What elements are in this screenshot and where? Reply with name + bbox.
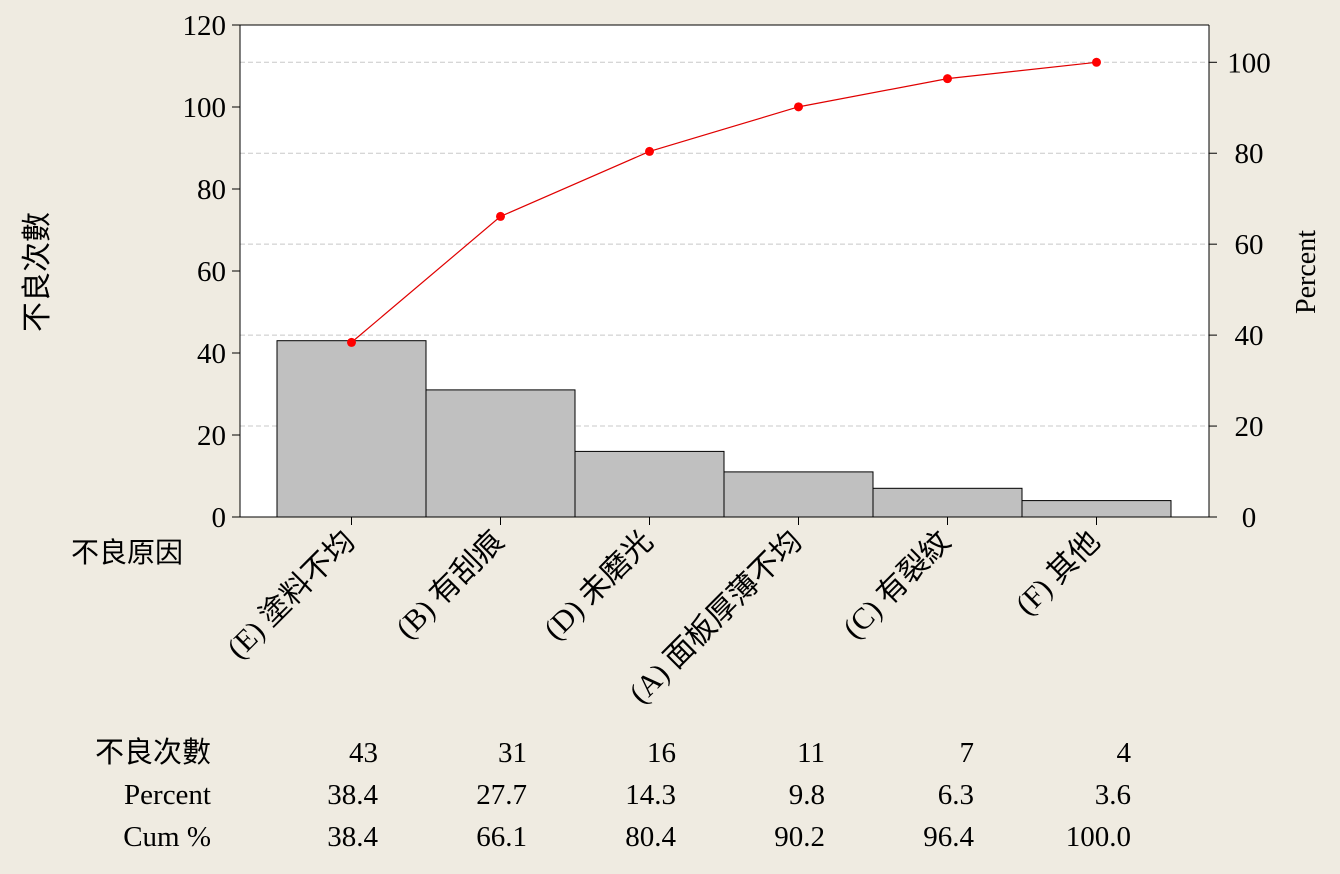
category-axis-title: 不良原因 xyxy=(71,537,183,569)
y-tick-label: 80 xyxy=(197,174,226,206)
axes: 0 20 40 60 80 100 120 0 20 40 60 80 100 xyxy=(183,10,1271,534)
table-cell: 27.7 xyxy=(476,779,527,811)
bar xyxy=(872,487,1023,518)
y2-axis-title: Percent xyxy=(1291,230,1322,314)
category-labels: (E) 塗料不均 (B) 有刮痕 (D) 未磨光(A) 面板厚薄不均 (C) 有裂紋(… xyxy=(221,525,1107,710)
cum-percent-marker xyxy=(347,337,356,347)
table-cell: 66.1 xyxy=(476,821,527,853)
y-tick-label: 120 xyxy=(183,10,227,42)
table-cell: 100.0 xyxy=(1066,821,1131,853)
table-row-label: Percent xyxy=(124,779,211,811)
table-row-label: Cum % xyxy=(123,821,211,853)
table-cell: 9.8 xyxy=(789,779,825,811)
table-cell: 96.4 xyxy=(923,821,974,853)
table-cell: 7 xyxy=(960,737,975,769)
y-axis-title: 不良次數 xyxy=(21,212,54,332)
bar xyxy=(425,389,576,518)
cum-percent-marker xyxy=(496,211,505,221)
y-tick-label: 100 xyxy=(183,92,227,124)
bars xyxy=(276,340,1172,518)
category-label: (C) 有裂紋 xyxy=(837,525,958,646)
table-cell: 31 xyxy=(498,737,527,769)
table-cell: 90.2 xyxy=(774,821,825,853)
y2-tick-label: 0 xyxy=(1242,502,1257,534)
table-cell: 11 xyxy=(797,737,825,769)
bar xyxy=(276,340,427,518)
table-row-label: 不良次數 xyxy=(95,736,211,769)
table-cell: 4 xyxy=(1117,737,1132,769)
category-label: (B) 有刮痕 xyxy=(390,525,511,646)
y-tick-label: 0 xyxy=(212,502,227,534)
y-tick-label: 40 xyxy=(197,338,226,370)
cumulative-line xyxy=(347,57,1101,347)
bar xyxy=(1021,500,1172,518)
bar xyxy=(723,471,874,518)
cum-percent-marker xyxy=(794,102,803,112)
table-cell: 16 xyxy=(647,737,676,769)
table-cell: 14.3 xyxy=(625,779,676,811)
table-cell: 38.4 xyxy=(327,779,378,811)
y2-tick-label: 20 xyxy=(1235,411,1264,443)
y2-tick-label: 80 xyxy=(1235,138,1264,170)
axis-labels: 不良次數 Percent 不良原因 xyxy=(21,212,1322,569)
table-cell: 6.3 xyxy=(938,779,974,811)
y2-tick-label: 60 xyxy=(1235,229,1264,261)
table-cell: 3.6 xyxy=(1095,779,1131,811)
table-cell: 43 xyxy=(349,737,378,769)
cum-percent-marker xyxy=(943,74,952,84)
category-label: (E) 塗料不均 xyxy=(221,525,362,666)
cum-percent-marker xyxy=(645,146,654,156)
category-label: (D) 未磨光 xyxy=(538,525,660,647)
data-table: 不良次數 43 31 16 11 7 4 Percent 38.4 27.7 14.3 9.8 6.3 3… xyxy=(95,736,1132,853)
y-tick-label: 20 xyxy=(197,420,226,452)
cum-percent-marker xyxy=(1092,57,1101,67)
table-cell: 38.4 xyxy=(327,821,378,853)
table-cell: 80.4 xyxy=(625,821,676,853)
y2-tick-label: 40 xyxy=(1235,320,1264,352)
category-label: (F) 其他 xyxy=(1009,525,1106,622)
y2-tick-label: 100 xyxy=(1227,47,1271,79)
y-tick-label: 60 xyxy=(197,256,226,288)
cum-percent-line xyxy=(351,61,1097,343)
bar xyxy=(574,450,725,518)
